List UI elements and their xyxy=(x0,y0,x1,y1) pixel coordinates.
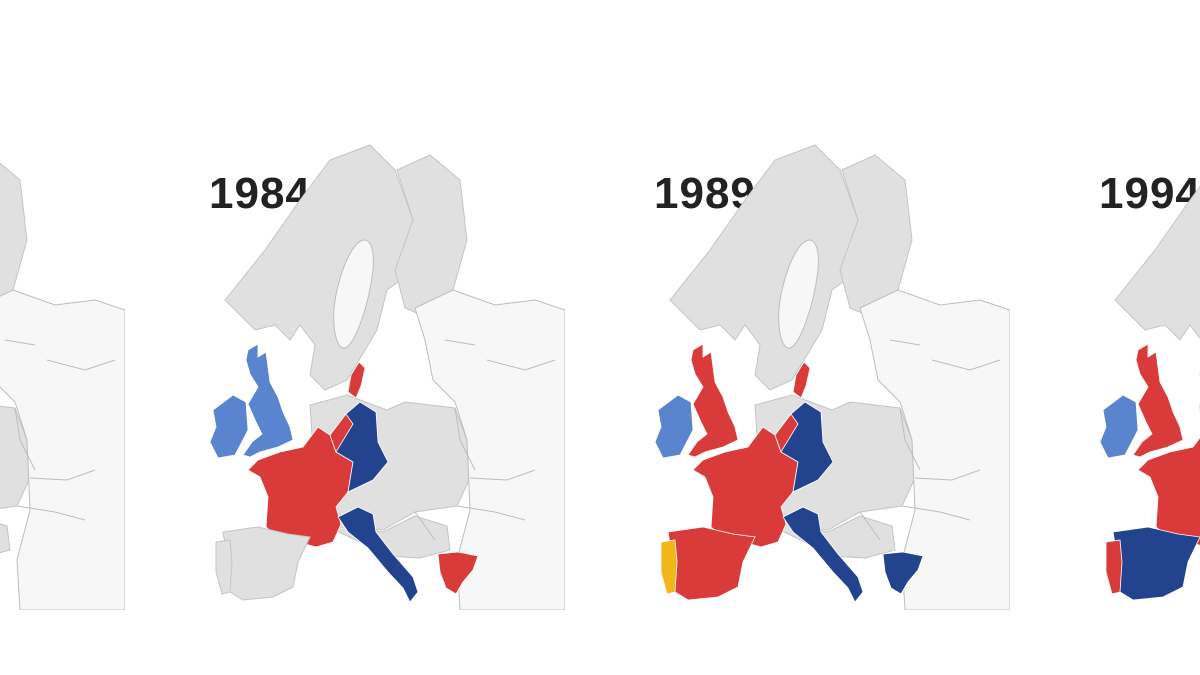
benelux xyxy=(774,413,799,453)
map-panel-0 xyxy=(0,140,125,610)
portugal xyxy=(1105,539,1123,595)
scandinavia xyxy=(1114,185,1200,376)
map-panel-1984: 1984 xyxy=(115,140,565,610)
map-panel-1989: 1989 xyxy=(560,140,1010,610)
italy xyxy=(782,506,864,603)
member-states xyxy=(654,343,924,603)
uk xyxy=(687,343,739,458)
denmark xyxy=(792,361,811,399)
baltic-sea xyxy=(333,239,374,349)
internal-borders xyxy=(859,339,1001,541)
non-member-land xyxy=(1114,185,1200,413)
balkans xyxy=(0,523,11,554)
internal-borders xyxy=(414,339,556,541)
denmark xyxy=(347,361,366,399)
panel-year-label: 1994 xyxy=(1099,169,1200,218)
spain xyxy=(222,526,311,601)
italy xyxy=(337,506,419,603)
europe-map xyxy=(654,144,1010,610)
europe-map xyxy=(1099,185,1200,601)
ireland xyxy=(209,394,249,459)
scandinavia xyxy=(224,144,416,391)
greece xyxy=(437,551,479,595)
europe-map xyxy=(209,144,565,610)
map-panel-1994: 1994 xyxy=(1005,140,1200,610)
panel-year-label: 1989 xyxy=(654,169,756,218)
internal-borders xyxy=(4,339,116,521)
greece xyxy=(882,551,924,595)
spain xyxy=(1112,526,1200,601)
scandinavia xyxy=(669,144,861,391)
baltic-sea xyxy=(778,239,819,349)
uk xyxy=(1132,343,1184,458)
portugal xyxy=(660,539,678,595)
member-states xyxy=(1099,343,1200,601)
benelux xyxy=(329,413,354,453)
uk xyxy=(242,343,294,458)
ireland xyxy=(1099,394,1139,459)
eastern-europe xyxy=(0,289,125,610)
ireland xyxy=(654,394,694,459)
spain xyxy=(667,526,756,601)
panel-year-label: 1984 xyxy=(209,169,311,218)
member-states xyxy=(209,343,479,603)
portugal xyxy=(215,539,233,595)
non-member-land xyxy=(0,162,125,610)
europe-map xyxy=(0,162,125,610)
